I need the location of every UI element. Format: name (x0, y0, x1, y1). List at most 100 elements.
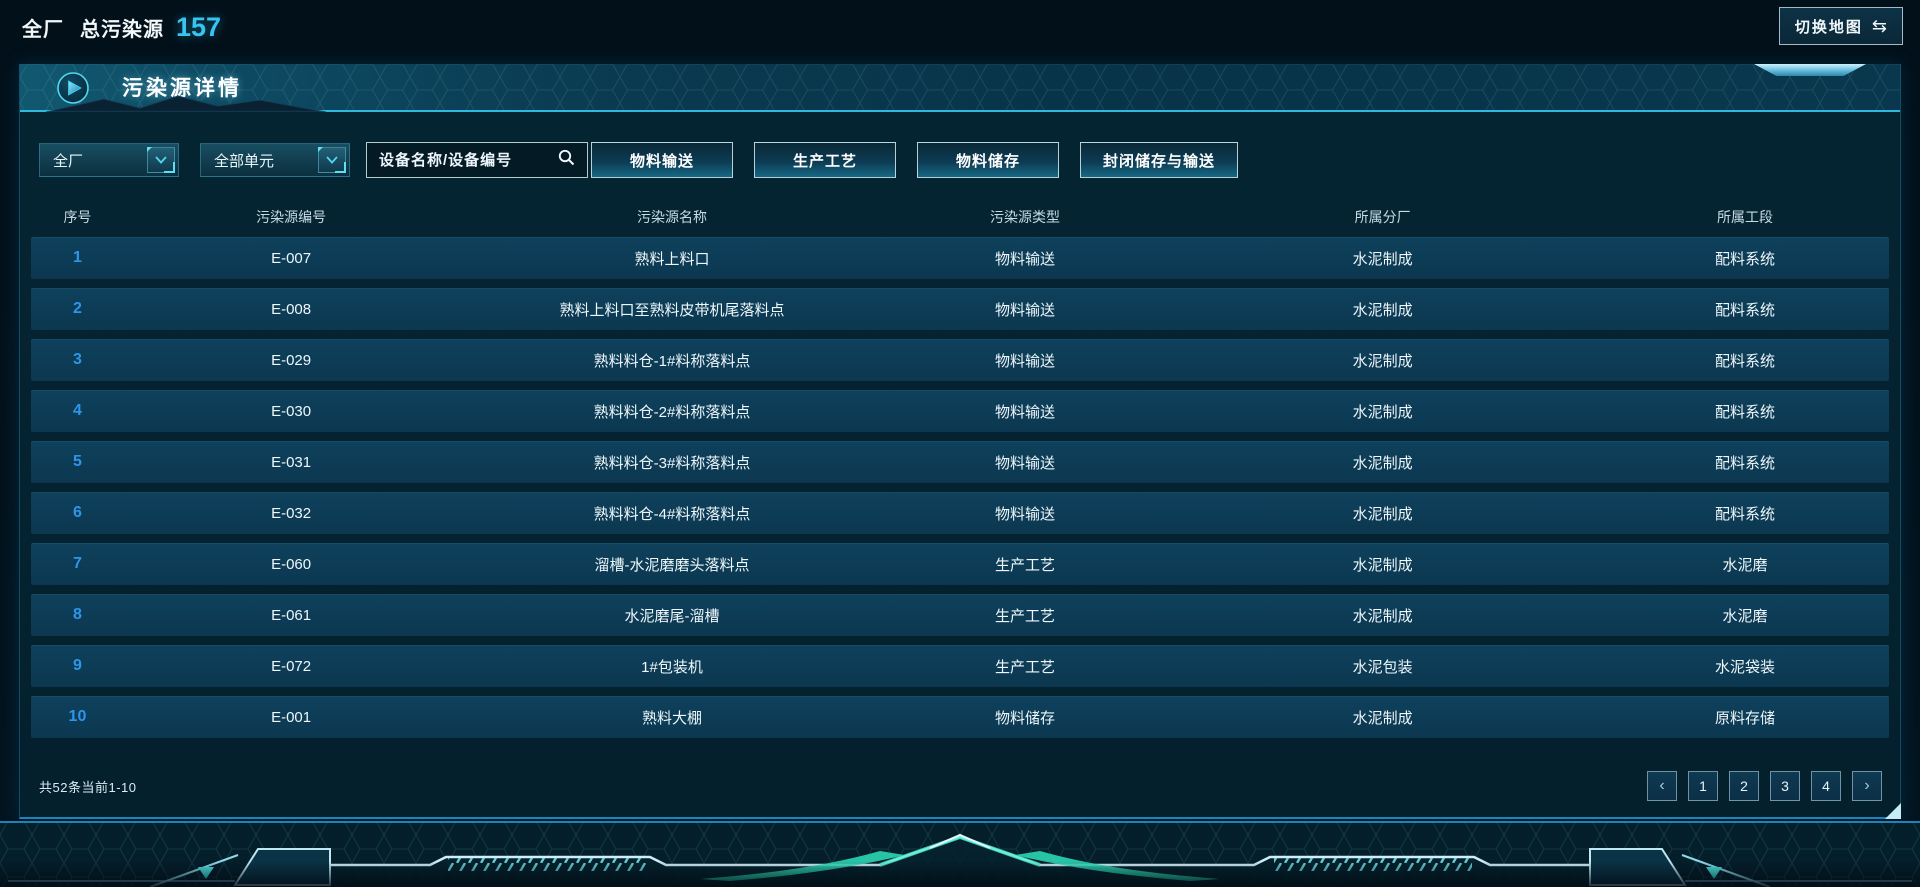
play-icon (56, 71, 90, 105)
table-row[interactable]: 3 E-029 熟料料仓-1#料称落料点 物料输送 水泥制成 配料系统 (31, 339, 1889, 381)
cell-code: E-030 (271, 402, 312, 420)
cell-plant: 水泥包装 (1352, 658, 1413, 676)
cell-section: 配料系统 (1714, 352, 1775, 370)
table-row[interactable]: 10 E-001 熟料大棚 物料储存 水泥制成 原料存储 (31, 696, 1889, 738)
filter-button-closed-storage-transport[interactable]: 封闭储存与输送 (1080, 142, 1238, 178)
cell-section: 配料系统 (1714, 505, 1775, 523)
cell-type: 物料输送 (994, 250, 1055, 268)
table-body: 1 E-007 熟料上料口 物料输送 水泥制成 配料系统 2 E-008 熟料上料口至熟料皮带机… (31, 237, 1889, 747)
panel-corner-decoration (1885, 803, 1901, 819)
cell-index: 2 (72, 300, 82, 317)
unit-dropdown[interactable]: 全部单元 (200, 143, 350, 177)
page-button[interactable]: 4 (1811, 771, 1841, 801)
table-footer: 共52条当前1-10 ‹ 1 2 3 4 › (39, 771, 1882, 801)
search-input[interactable] (379, 151, 558, 169)
cell-plant: 水泥制成 (1352, 403, 1413, 421)
cell-section: 水泥磨 (1722, 556, 1768, 574)
table-row[interactable]: 7 E-060 溜槽-水泥磨磨头落料点 生产工艺 水泥制成 水泥磨 (31, 543, 1889, 585)
cell-code: E-001 (271, 708, 312, 726)
total-pollution-value: 157 (176, 12, 222, 42)
table-row[interactable]: 8 E-061 水泥磨尾-溜槽 生产工艺 水泥制成 水泥磨 (31, 594, 1889, 636)
table-row[interactable]: 5 E-031 熟料料仓-3#料称落料点 物料输送 水泥制成 配料系统 (31, 441, 1889, 483)
pagination-summary: 共52条当前1-10 (39, 779, 137, 795)
next-page-button[interactable]: › (1852, 771, 1882, 801)
cell-section: 配料系统 (1714, 250, 1775, 268)
switch-map-button[interactable]: 切换地图 ⇆ (1778, 7, 1903, 45)
column-header-type: 污染源类型 (990, 209, 1060, 225)
cell-code: E-029 (271, 351, 312, 369)
cell-type: 物料输送 (994, 403, 1055, 421)
table-row[interactable]: 6 E-032 熟料料仓-4#料称落料点 物料输送 水泥制成 配料系统 (31, 492, 1889, 534)
page-title: 全厂 总污染源 157 (22, 12, 221, 43)
column-header-name: 污染源名称 (636, 209, 707, 225)
cell-code: E-007 (271, 249, 312, 267)
column-header-code: 污染源编号 (256, 209, 327, 225)
filter-button-production-process[interactable]: 生产工艺 (754, 142, 896, 178)
filter-button-material-transport[interactable]: 物料输送 (591, 142, 733, 178)
cell-name: 溜槽-水泥磨磨头落料点 (594, 556, 750, 574)
cell-name: 熟料料仓-2#料称落料点 (593, 403, 751, 421)
cell-plant: 水泥制成 (1352, 709, 1413, 727)
switch-map-label: 切换地图 (1794, 18, 1863, 36)
table-row[interactable]: 2 E-008 熟料上料口至熟料皮带机尾落料点 物料输送 水泥制成 配料系统 (31, 288, 1889, 330)
search-icon[interactable] (558, 149, 575, 171)
column-header-index: 序号 (63, 209, 92, 225)
cell-plant: 水泥制成 (1352, 607, 1413, 625)
plant-scope-label: 全厂 (22, 19, 64, 41)
table-row[interactable]: 4 E-030 熟料料仓-2#料称落料点 物料输送 水泥制成 配料系统 (31, 390, 1889, 432)
cell-code: E-060 (271, 555, 312, 573)
cell-name: 熟料料仓-3#料称落料点 (593, 454, 751, 472)
search-box (366, 142, 588, 178)
filter-button-material-storage[interactable]: 物料储存 (917, 142, 1059, 178)
cell-name: 熟料大棚 (641, 709, 702, 727)
cell-code: E-031 (271, 453, 312, 471)
cell-section: 配料系统 (1714, 403, 1775, 421)
cell-section: 配料系统 (1714, 454, 1775, 472)
chevron-down-icon[interactable] (318, 147, 346, 173)
total-pollution-label: 总污染源 (80, 19, 164, 41)
cell-section: 原料存储 (1714, 709, 1775, 727)
swap-arrows-icon: ⇆ (1871, 15, 1887, 36)
pollution-detail-panel: 污染源详情 全厂 全部单元 (19, 64, 1901, 819)
cell-index: 4 (72, 402, 82, 419)
cell-name: 熟料料仓-4#料称落料点 (593, 505, 751, 523)
header-notch-decoration (1754, 64, 1866, 76)
cell-type: 生产工艺 (994, 556, 1055, 574)
cell-index: 5 (72, 453, 82, 470)
cell-name: 水泥磨尾-溜槽 (624, 607, 720, 625)
cell-name: 熟料上料口至熟料皮带机尾落料点 (559, 301, 785, 319)
prev-page-button[interactable]: ‹ (1647, 771, 1677, 801)
chevron-down-icon[interactable] (147, 147, 175, 173)
panel-title: 污染源详情 (122, 77, 242, 100)
top-bar: 全厂 总污染源 157 切换地图 ⇆ (0, 0, 1920, 55)
cell-index: 6 (72, 504, 82, 521)
cell-index: 10 (68, 708, 87, 725)
pagination: ‹ 1 2 3 4 › (1647, 771, 1882, 801)
cell-type: 物料输送 (994, 301, 1055, 319)
page-button[interactable]: 1 (1688, 771, 1718, 801)
cell-type: 物料输送 (994, 352, 1055, 370)
cell-index: 9 (72, 657, 82, 674)
cell-code: E-032 (271, 504, 312, 522)
cell-index: 3 (72, 351, 82, 368)
column-header-plant: 所属分厂 (1354, 209, 1411, 225)
cell-section: 配料系统 (1714, 301, 1775, 319)
page-button[interactable]: 2 (1729, 771, 1759, 801)
cell-type: 物料输送 (994, 505, 1055, 523)
table-row[interactable]: 1 E-007 熟料上料口 物料输送 水泥制成 配料系统 (31, 237, 1889, 279)
cell-type: 物料储存 (994, 709, 1055, 727)
bottom-tech-frame (0, 821, 1920, 887)
column-header-section: 所属工段 (1716, 209, 1773, 225)
panel-header: 污染源详情 (20, 64, 1900, 112)
cell-plant: 水泥制成 (1352, 454, 1413, 472)
cell-index: 8 (72, 606, 82, 623)
plant-dropdown[interactable]: 全厂 (39, 143, 179, 177)
cell-code: E-008 (271, 300, 312, 318)
table-header-row: 序号 污染源编号 污染源名称 污染源类型 所属分厂 所属工段 (31, 205, 1889, 229)
cell-index: 1 (72, 249, 82, 266)
cell-plant: 水泥制成 (1352, 352, 1413, 370)
cell-section: 水泥磨 (1722, 607, 1768, 625)
page-button[interactable]: 3 (1770, 771, 1800, 801)
table-row[interactable]: 9 E-072 1#包装机 生产工艺 水泥包装 水泥袋装 (31, 645, 1889, 687)
